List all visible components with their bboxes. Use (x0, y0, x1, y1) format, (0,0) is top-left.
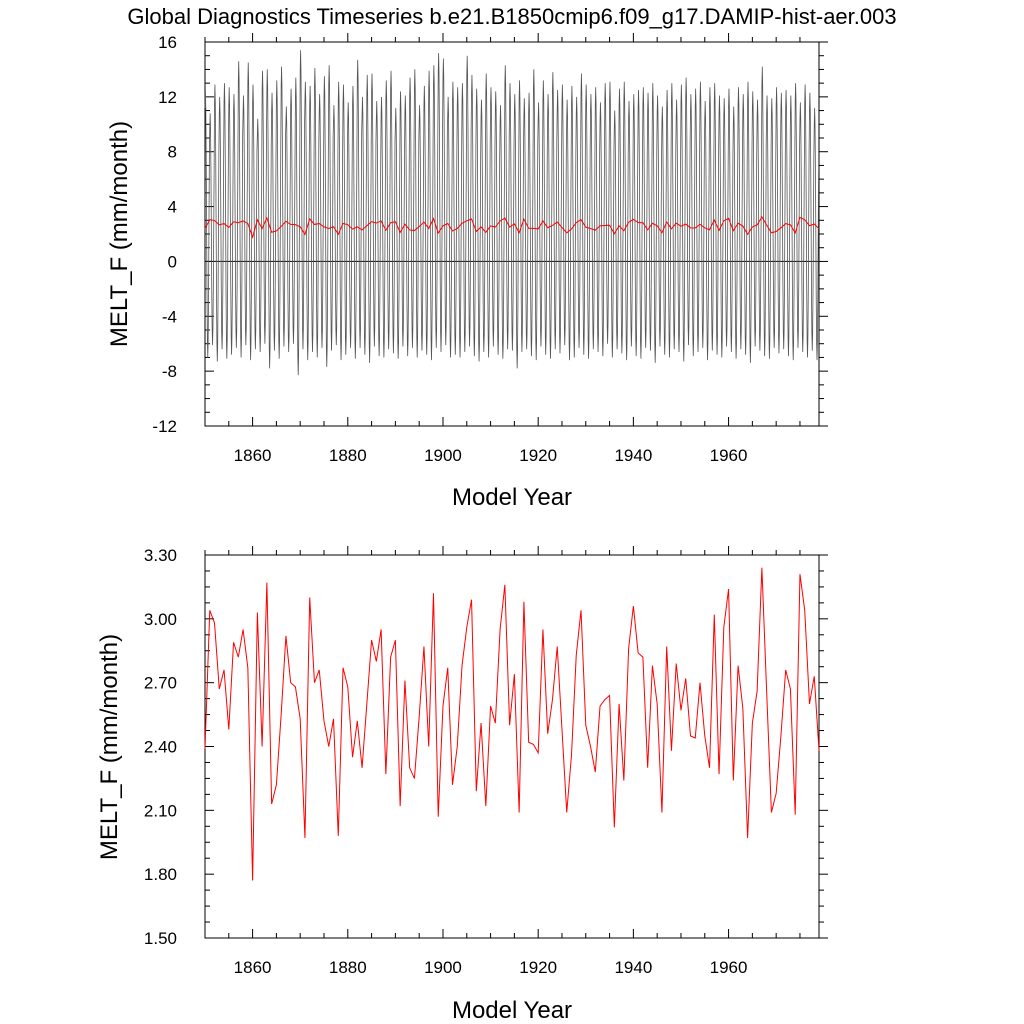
x-tick-label: 1880 (329, 446, 367, 465)
top-series-group (204, 50, 820, 376)
y-tick-label: 4 (168, 198, 177, 217)
x-tick-label: 1940 (614, 446, 652, 465)
y-tick-label: 2.10 (144, 801, 177, 820)
x-tick-label: 1940 (614, 958, 652, 977)
y-tick-label: 1.80 (144, 865, 177, 884)
bottom-ticks: 1860 1880 1900 1920 1940 1960 1.50 1.80 2.10 2.40… (144, 546, 828, 977)
top-series-1-line (204, 216, 820, 239)
x-tick-label: 1900 (424, 958, 462, 977)
y-tick-label: 0 (168, 252, 177, 271)
bottom-x-axis-label: Model Year (452, 997, 572, 1024)
y-tick-label: 3.30 (144, 546, 177, 565)
x-tick-label: 1860 (234, 446, 272, 465)
x-tick-label: 1880 (329, 958, 367, 977)
bottom-y-axis-label: MELT_F (mm/month) (96, 634, 123, 860)
top-ticks: 1860 1880 1900 1920 1940 1960 -12 -8 -4 0 4 8 12 16 (152, 33, 828, 465)
y-tick-label: 8 (168, 143, 177, 162)
x-tick-label: 1960 (710, 958, 748, 977)
top-x-axis-label: Model Year (452, 484, 572, 511)
chart-title: Global Diagnostics Timeseries b.e21.B185… (127, 4, 896, 29)
y-tick-label: 12 (158, 88, 177, 107)
y-tick-label: 2.70 (144, 674, 177, 693)
y-tick-label: 1.50 (144, 929, 177, 948)
x-tick-label: 1960 (710, 446, 748, 465)
top-panel: 1860 1880 1900 1920 1940 1960 -12 -8 -4 0 4 8 12 16 M… (106, 33, 828, 511)
y-tick-label: -4 (162, 307, 177, 326)
y-tick-label: 16 (158, 33, 177, 52)
bottom-series-group (204, 567, 820, 881)
x-tick-label: 1920 (519, 958, 557, 977)
x-tick-label: 1920 (519, 446, 557, 465)
y-tick-label: -8 (162, 362, 177, 381)
bottom-panel: 1860 1880 1900 1920 1940 1960 1.50 1.80 2.10 2.40… (96, 546, 828, 1024)
top-y-axis-label: MELT_F (mm/month) (106, 121, 133, 347)
x-tick-label: 1900 (424, 446, 462, 465)
y-tick-label: 2.40 (144, 738, 177, 757)
top-series-0-line (204, 50, 819, 376)
x-tick-label: 1860 (234, 958, 272, 977)
y-tick-label: 3.00 (144, 610, 177, 629)
y-tick-label: -12 (152, 417, 177, 436)
bottom-plot-frame (204, 554, 820, 939)
bottom-series-0-line (204, 567, 820, 881)
